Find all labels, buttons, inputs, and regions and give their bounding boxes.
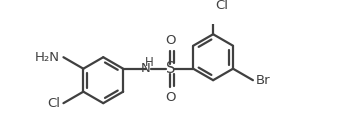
Text: O: O	[165, 91, 175, 104]
Text: Br: Br	[256, 74, 271, 87]
Text: H: H	[145, 56, 154, 69]
Text: O: O	[165, 34, 175, 47]
Text: H₂N: H₂N	[35, 51, 60, 64]
Text: S: S	[166, 61, 175, 76]
Text: Cl: Cl	[47, 97, 60, 110]
Text: Cl: Cl	[215, 0, 228, 12]
Text: N: N	[141, 62, 151, 75]
